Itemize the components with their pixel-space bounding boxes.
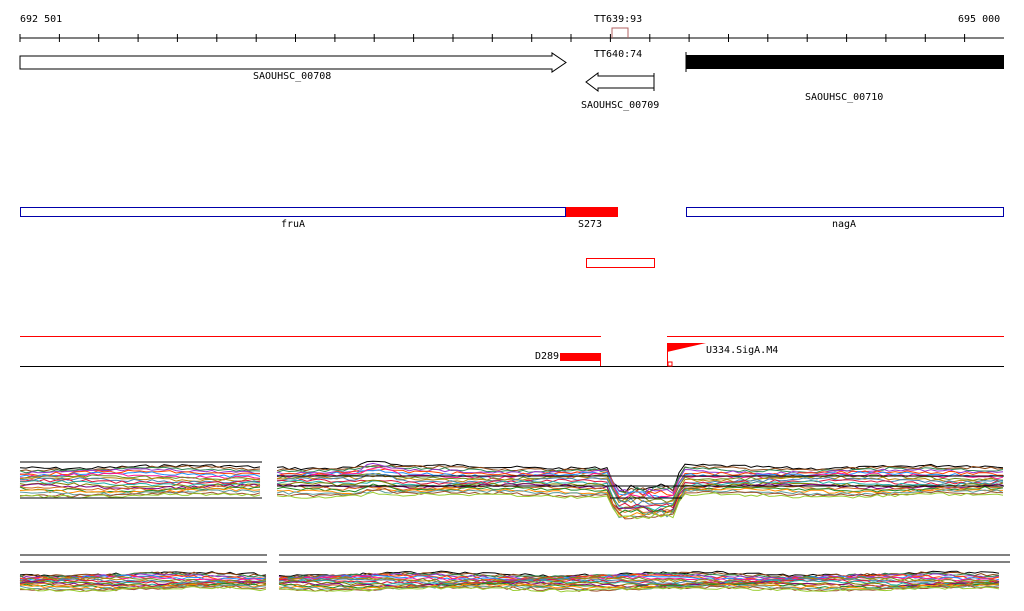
- gene-label-saouhsc-00709[interactable]: SAOUHSC_00709: [581, 100, 660, 111]
- feature-d289-block[interactable]: [560, 353, 601, 361]
- expression-profile-line: [276, 491, 1004, 520]
- expression-profile-line: [276, 472, 1004, 506]
- expression-profile-line: [276, 474, 1004, 505]
- expression-profile-line: [19, 466, 261, 474]
- annotation-s273-box[interactable]: [566, 207, 618, 217]
- expression-profile-line: [19, 576, 267, 584]
- expression-profile-line: [19, 478, 261, 486]
- gene-arrow-saouhsc-00709[interactable]: [585, 72, 654, 92]
- expression-profile-line: [19, 492, 261, 499]
- annotation-nagA-box[interactable]: [686, 207, 1004, 217]
- terminator-tt640-label[interactable]: TT640:74: [594, 49, 643, 60]
- expression-profile-line: [278, 576, 1000, 583]
- segment-outline-box[interactable]: [586, 258, 655, 268]
- expression-profile-line: [276, 479, 1003, 511]
- expression-profile-line: [19, 586, 267, 593]
- expression-profile-line: [278, 579, 1000, 587]
- expression-profile-line: [19, 482, 261, 488]
- expression-profile-line: [19, 474, 261, 481]
- expression-profile-line: [278, 584, 1000, 592]
- annotation-s273-label[interactable]: S273: [578, 219, 603, 230]
- expression-profile-line: [276, 472, 1003, 504]
- annotation-fruA-label[interactable]: fruA: [281, 219, 306, 230]
- ruler-start-label: 692 501: [20, 14, 63, 25]
- expression-profile-line: [19, 469, 261, 477]
- feature-d289-label[interactable]: D289: [535, 351, 560, 362]
- expression-profile-line: [19, 571, 267, 579]
- gene-arrow-saouhsc-00708[interactable]: [19, 52, 567, 73]
- annotation-nagA-label[interactable]: nagA: [832, 219, 857, 230]
- gene-label-saouhsc-00710[interactable]: SAOUHSC_00710: [805, 92, 884, 103]
- gene-block-saouhsc-00710[interactable]: [686, 55, 1004, 69]
- expression-profile-line: [19, 484, 261, 492]
- coordinate-ruler: [19, 27, 1004, 42]
- gene-label-saouhsc-00708[interactable]: SAOUHSC_00708: [253, 71, 332, 82]
- feature-track: [20, 336, 1004, 367]
- expression-profile-line: [276, 483, 1004, 513]
- expression-profile-line: [19, 472, 261, 479]
- expression-profile-line: [276, 483, 1004, 516]
- expression-profile-line: [276, 478, 1004, 509]
- expression-profiles-lower: [19, 554, 1010, 593]
- expression-profile-line: [19, 487, 261, 494]
- expression-profile-line: [278, 578, 1000, 586]
- annotation-fruA-box[interactable]: [20, 207, 566, 217]
- expression-profile-line: [278, 573, 1000, 581]
- expression-profiles-upper: [19, 460, 1004, 520]
- feature-u334-triangle[interactable]: [667, 343, 706, 352]
- expression-profile-line: [19, 489, 261, 496]
- ruler-end-label: 695 000: [958, 14, 1001, 25]
- expression-profile-line: [278, 586, 1000, 593]
- expression-profile-line: [19, 585, 267, 592]
- ruler-ticks: [19, 34, 966, 42]
- terminator-tt639-marker[interactable]: [611, 27, 629, 38]
- terminator-tt639-label[interactable]: TT639:93: [594, 14, 643, 25]
- feature-u334-label[interactable]: U334.SigA.M4: [706, 345, 779, 356]
- expression-profile-line: [276, 487, 1004, 520]
